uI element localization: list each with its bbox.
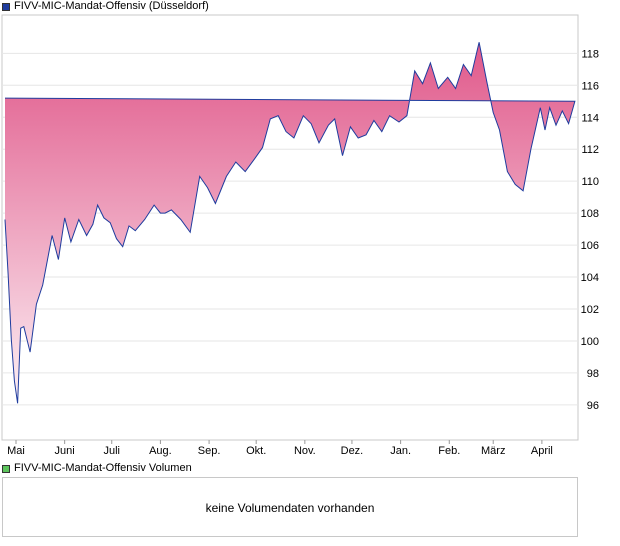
price-chart: 96 98 100 102 104 106 108 110 112 114 116 118 Mai Ju…: [1, 14, 599, 457]
series-line: [4, 42, 576, 404]
volume-panel: keine Volumendaten vorhanden: [2, 477, 578, 537]
price-legend: FIVV-MIC-Mandat-Offensiv (Düsseldorf): [2, 0, 209, 13]
volume-legend-swatch: [2, 464, 10, 473]
volume-legend-label: FIVV-MIC-Mandat-Offensiv Volumen: [14, 462, 192, 474]
y-tick-label: 96: [587, 400, 599, 412]
x-axis-ticks: Mai Juni Juli Aug. Sep. Okt. Nov. Dez. Jan. Feb. M…: [7, 440, 553, 457]
y-axis-ticks: 96 98 100 102 104 106 108 110 112 114 116 118: [581, 48, 599, 412]
volume-legend: FIVV-MIC-Mandat-Offensiv Volumen: [2, 462, 192, 475]
x-tick-label: Feb.: [438, 445, 460, 457]
y-tick-label: 108: [581, 208, 599, 220]
x-tick-label: Jan.: [390, 445, 411, 457]
x-tick-label: Dez.: [341, 445, 364, 457]
series-area: [5, 42, 575, 440]
x-tick-label: Juli: [103, 445, 120, 457]
price-legend-label: FIVV-MIC-Mandat-Offensiv (Düsseldorf): [14, 0, 209, 12]
price-legend-swatch: [2, 2, 10, 11]
series-area-group: [4, 42, 576, 440]
y-tick-label: 114: [581, 112, 599, 124]
y-tick-label: 98: [587, 368, 599, 380]
x-tick-label: Juni: [55, 445, 75, 457]
x-tick-label: Okt.: [246, 445, 266, 457]
x-tick-label: März: [481, 445, 505, 457]
x-tick-label: Mai: [7, 445, 25, 457]
y-tick-label: 100: [581, 336, 599, 348]
x-tick-label: Nov.: [294, 445, 316, 457]
grid-lines: [2, 52, 578, 406]
y-tick-label: 104: [581, 272, 599, 284]
volume-empty-message: keine Volumendaten vorhanden: [205, 501, 375, 515]
y-tick-label: 106: [581, 240, 599, 252]
x-tick-label: Aug.: [149, 445, 172, 457]
y-tick-label: 102: [581, 304, 599, 316]
y-tick-label: 116: [581, 80, 599, 92]
y-tick-label: 110: [581, 176, 599, 188]
x-tick-label: April: [531, 445, 553, 457]
y-tick-label: 112: [581, 144, 599, 156]
x-tick-label: Sep.: [198, 445, 221, 457]
y-tick-label: 118: [581, 48, 599, 60]
